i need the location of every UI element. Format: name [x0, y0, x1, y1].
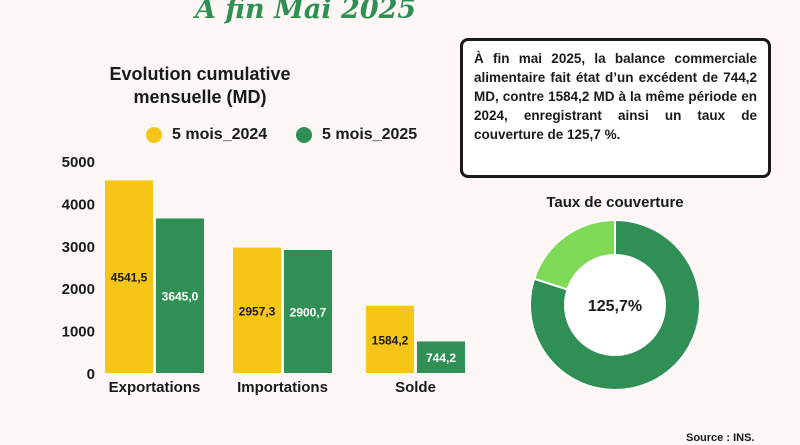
bar-data-label: 3645,0	[162, 290, 199, 304]
x-category-label: Exportations	[109, 379, 201, 396]
bar-2025	[156, 218, 204, 373]
donut-slice	[530, 220, 700, 390]
info-box: À fin mai 2025, la balance commerciale a…	[460, 38, 771, 178]
legend-item-2025: 5 mois_2025	[296, 125, 417, 145]
bar-2025	[417, 341, 465, 373]
y-tick-label: 2000	[62, 281, 95, 298]
legend-item-2024: 5 mois_2024	[146, 125, 267, 145]
bar-data-label: 744,2	[426, 351, 456, 365]
donut-slice	[532, 220, 616, 291]
y-tick-label: 3000	[62, 239, 95, 256]
donut-title: Taux de couverture	[546, 194, 684, 211]
bar-2025	[284, 250, 332, 373]
y-tick-label: 5000	[62, 154, 95, 171]
source-note: Source : INS.	[686, 432, 755, 444]
y-tick-label: 4000	[62, 196, 95, 213]
chart-title: Evolution cumulative mensuelle (MD)	[109, 64, 291, 107]
bar-2024	[233, 247, 281, 373]
donut-hole	[566, 256, 664, 354]
legend-swatch-2024	[146, 127, 162, 143]
bar-data-label: 2900,7	[290, 306, 327, 320]
donut-center-label: 125,7%	[588, 298, 642, 315]
donut-chart: 125,7%	[530, 220, 700, 390]
legend-label-2024: 5 mois_2024	[172, 126, 268, 143]
x-category-label: Solde	[395, 379, 436, 396]
legend-swatch-2025	[296, 127, 312, 143]
bar-chart: 0 1000 2000 3000 4000 5000 4541,5 3645,0 Exporta…	[62, 154, 465, 396]
y-tick-label: 1000	[62, 324, 95, 341]
x-category-label: Importations	[237, 379, 328, 396]
bar-2024	[105, 180, 153, 373]
bar-data-label: 2957,3	[239, 304, 276, 318]
header-title: À fin Mai 2025	[195, 0, 417, 25]
bar-data-label: 4541,5	[111, 271, 148, 285]
bar-data-label: 1584,2	[372, 333, 409, 347]
bar-2024	[366, 305, 414, 373]
legend-label-2025: 5 mois_2025	[322, 126, 418, 143]
y-tick-label: 0	[87, 366, 95, 383]
